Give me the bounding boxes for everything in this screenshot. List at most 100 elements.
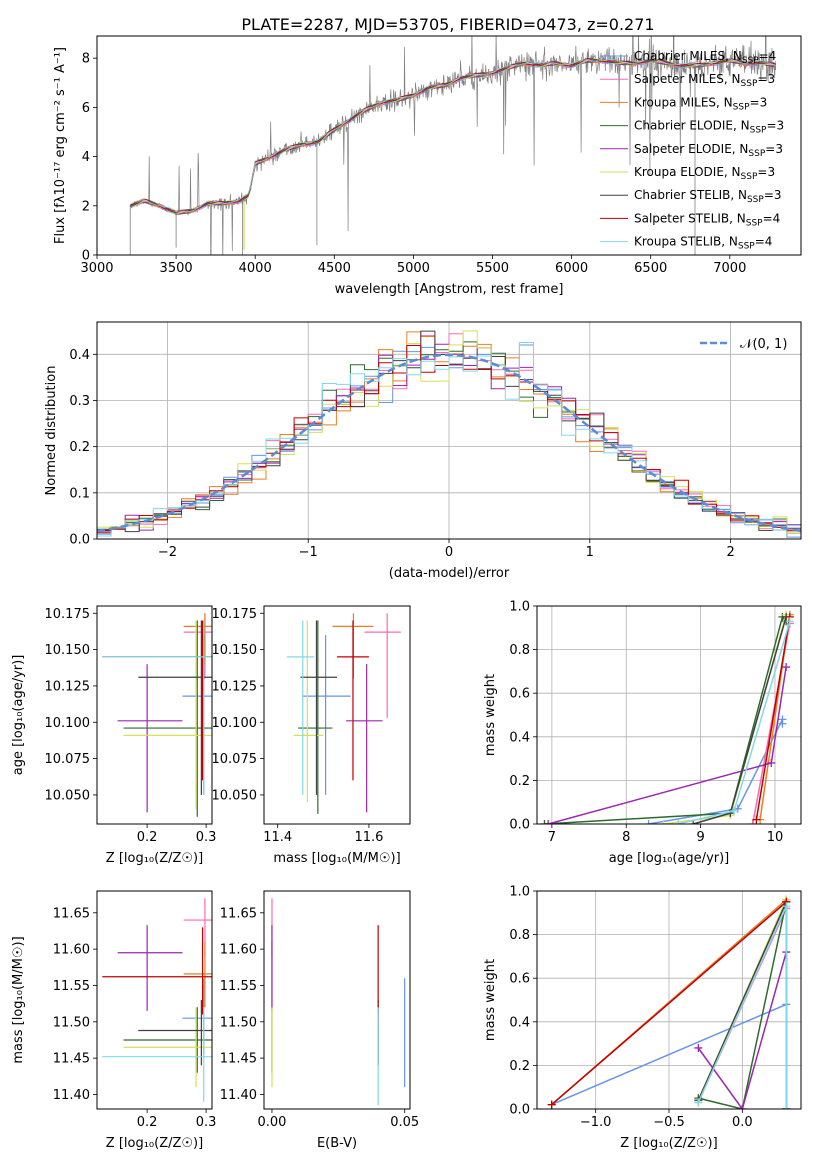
y-axis-label: Flux [fλ10⁻¹⁷ erg cm⁻² s⁻¹ A⁻¹] [53, 47, 68, 244]
weight-marker [730, 806, 739, 815]
weight-marker [674, 820, 683, 824]
model-spectrum-line [130, 57, 776, 212]
legend-label: Kroupa ELODIE, NSSP=3 [634, 165, 775, 182]
y-tick-label: 10.100 [212, 716, 258, 731]
x-tick-label: 0.3 [196, 1115, 217, 1130]
x-tick-label: 11.6 [354, 830, 383, 845]
x-axis-label: Z [log₁₀(Z/Z☉)] [106, 1136, 203, 1151]
weight-marker [782, 1105, 791, 1109]
plot-area [540, 610, 794, 824]
y-tick-label: 1.0 [509, 885, 530, 900]
x-tick-label: 0.00 [257, 1115, 286, 1130]
weight-marker [694, 1098, 703, 1107]
normal-curve [97, 353, 801, 533]
y-tick-label: 10.125 [45, 679, 91, 694]
x-axis-label: E(B-V) [317, 1136, 357, 1151]
x-tick-label: −1 [299, 545, 318, 560]
weight-marker [738, 1105, 747, 1109]
plots-layer: 3000 3500 4000 4500 5000 5500 6000 6500 7000 0 2 4 6… [11, 35, 802, 1151]
y-tick-label: 10.175 [212, 607, 258, 622]
y-tick-label: 8 [82, 52, 90, 67]
y-tick-label: 11.65 [220, 906, 257, 921]
x-tick-label: 5500 [476, 261, 509, 276]
x-tick-label: 4000 [239, 261, 272, 276]
y-tick-label: 0.0 [509, 1103, 530, 1118]
y-tick-label: 0.4 [69, 348, 90, 363]
y-tick-label: 11.45 [220, 1052, 257, 1067]
weight-marker [659, 820, 668, 824]
y-tick-label: 11.55 [220, 979, 257, 994]
x-axis-label: Z [log₁₀(Z/Z☉)] [106, 851, 203, 866]
x-tick-label: 0.2 [137, 1115, 158, 1130]
x-tick-label: 2 [726, 545, 734, 560]
y-tick-label: 0 [82, 249, 90, 264]
axes-z-age: 0.2 0.3 10.050 10.075 10.100 10.125 10.150 10.1… [11, 605, 217, 866]
plot-area [102, 898, 212, 1102]
y-tick-label: 10.050 [212, 788, 258, 803]
x-tick-label: 9 [696, 830, 704, 845]
y-tick-label: 11.40 [53, 1088, 90, 1103]
x-tick-label: 3000 [80, 261, 113, 276]
y-tick-label: 0.6 [509, 972, 530, 987]
y-tick-label: 10.125 [212, 679, 258, 694]
legend-label: Chabrier STELIB, NSSP=3 [634, 188, 782, 205]
y-axis-label: mass weight [483, 959, 498, 1041]
weight-marker [694, 1043, 703, 1052]
plot-area [129, 36, 777, 255]
x-axis-label: mass [log₁₀(M/M☉)] [273, 851, 400, 866]
y-tick-label: 11.65 [53, 906, 90, 921]
legend-label: Chabrier ELODIE, NSSP=3 [634, 119, 784, 136]
y-tick-label: 0.8 [509, 643, 530, 658]
y-tick-label: 0.8 [509, 928, 530, 943]
y-tick-label: 0.2 [69, 440, 90, 455]
model-spectrum-line [129, 59, 776, 214]
weight-marker [644, 820, 653, 824]
legend-label: 𝒩(0, 1) [740, 337, 787, 352]
figure-title: PLATE=2287, MJD=53705, FIBERID=0473, z=0… [241, 15, 654, 34]
x-tick-label: 11.4 [263, 830, 292, 845]
axes-frame [96, 321, 802, 540]
x-axis-label: wavelength [Angstrom, rest frame] [335, 282, 564, 297]
x-tick-label: 0 [445, 545, 453, 560]
plot-area [271, 898, 406, 1106]
x-tick-label: 0.3 [196, 830, 217, 845]
axes-frame [536, 605, 802, 825]
axes-ebv-mass: 0.00 0.05 11.40 11.45 11.50 11.55 11.60 11.65 E(… [220, 890, 419, 1151]
weight-marker [767, 758, 776, 767]
y-tick-label: 10.075 [45, 752, 91, 767]
x-tick-label: 0.2 [137, 830, 158, 845]
y-axis-label: mass [log₁₀(M/M☉)] [11, 936, 26, 1063]
x-tick-label: 6000 [555, 261, 588, 276]
weight-marker [752, 815, 761, 824]
weight-marker [544, 820, 553, 824]
x-tick-label: 5000 [397, 261, 430, 276]
y-tick-label: 0.2 [509, 774, 530, 789]
legend-label: Salpeter STELIB, NSSP=4 [634, 211, 780, 228]
plot-area [286, 613, 401, 814]
axes-mass-age: 11.4 11.6 10.050 10.075 10.100 10.125 10.150 10… [212, 605, 411, 866]
weight-marker [748, 820, 757, 824]
weight-marker [782, 663, 791, 672]
x-tick-label: 10 [767, 830, 784, 845]
y-tick-label: 11.50 [53, 1015, 90, 1030]
y-tick-label: 0.1 [69, 486, 90, 501]
axes-spectrum: 3000 3500 4000 4500 5000 5500 6000 6500 7000 0 2 4 6… [53, 35, 802, 297]
legend-label: Kroupa STELIB, NSSP=4 [634, 235, 772, 252]
model-spectrum-line [129, 57, 776, 212]
y-tick-label: 0.4 [509, 1015, 530, 1030]
axes-frame [263, 605, 411, 825]
axes-z-mass: 0.2 0.3 11.40 11.45 11.50 11.55 11.60 11.65 Z [l… [11, 890, 217, 1151]
axes-z-weight: −1.0 −0.5 0.0 0.0 0.2 0.4 0.6 0.8 1.0 Z [log₁₀(Z/… [483, 885, 802, 1151]
legend-label: Salpeter MILES, NSSP=3 [634, 72, 775, 89]
plot-area [97, 330, 801, 538]
x-axis-label: age [log₁₀(age/yr)] [609, 851, 730, 866]
x-tick-label: 0.0 [732, 1115, 753, 1130]
weight-marker [540, 820, 549, 824]
axes-age-weight: 7 8 9 10 0.0 0.2 0.4 0.6 0.8 1.0 age [log₁₀(age/yr… [483, 600, 802, 866]
x-tick-label: 4500 [318, 261, 351, 276]
y-tick-label: 10.050 [45, 788, 91, 803]
y-tick-label: 0.0 [509, 818, 530, 833]
plot-area [102, 613, 212, 817]
weight-marker [778, 719, 787, 728]
x-tick-label: −0.5 [653, 1115, 685, 1130]
